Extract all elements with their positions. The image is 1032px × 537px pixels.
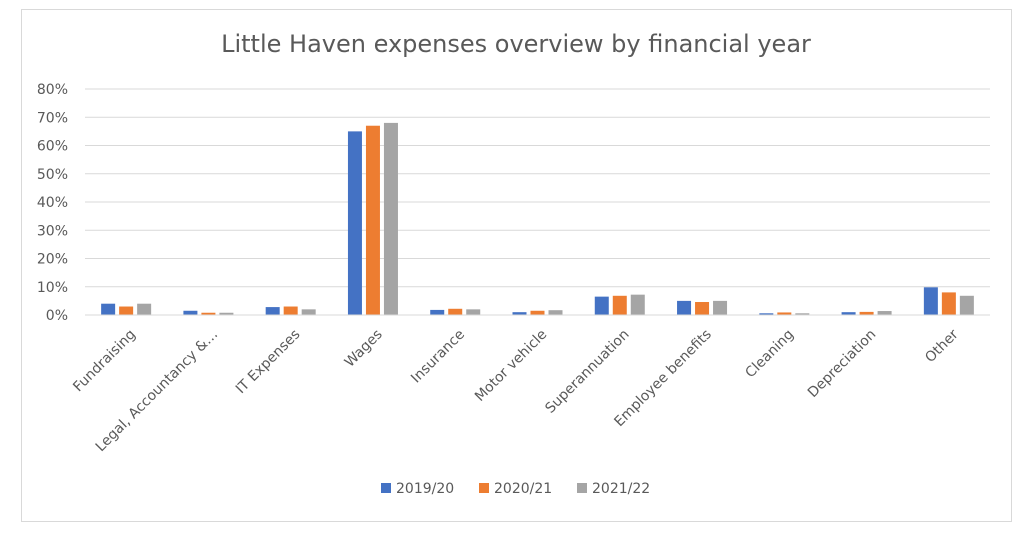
bar-2020/21-Other [941, 292, 956, 315]
legend-label: 2020/21 [494, 481, 552, 497]
y-tick-label: 60% [37, 139, 68, 155]
bar-2020/21-IT Expenses [283, 306, 298, 315]
bar-2021/22-Legal, Accountancy &… [219, 312, 234, 315]
bar-2019/20-Insurance [430, 309, 445, 315]
legend-swatch-2021/22 [577, 483, 587, 493]
bar-2020/21-Cleaning [777, 312, 792, 315]
y-tick-label: 70% [37, 110, 68, 126]
x-tick-label: Fundraising [70, 327, 139, 396]
bar-2021/22-Fundraising [137, 303, 152, 315]
bar-2019/20-Legal, Accountancy &… [183, 310, 198, 315]
bar-2020/21-Insurance [448, 308, 463, 315]
bar-2019/20-IT Expenses [265, 307, 280, 315]
bar-2020/21-Motor vehicle [530, 310, 545, 315]
legend-swatch-2020/21 [479, 483, 489, 493]
x-tick-label: Wages [342, 327, 386, 371]
bar-2021/22-Employee benefits [713, 300, 728, 315]
y-tick-label: 80% [37, 82, 68, 98]
y-tick-label: 20% [37, 252, 68, 268]
x-tick-label: Depreciation [805, 327, 879, 401]
x-tick-label: Insurance [408, 327, 468, 387]
bar-2020/21-Superannuation [612, 295, 627, 315]
bar-2021/22-Superannuation [630, 294, 645, 315]
x-tick-label: IT Expenses [233, 327, 304, 398]
bar-2019/20-Wages [347, 131, 362, 315]
bar-2020/21-Legal, Accountancy &… [201, 312, 216, 315]
chart-frame [21, 9, 1012, 522]
y-axis: 0% 10% 20% 30% 40% 50% 60% 70% 80% [37, 82, 68, 324]
bar-2021/22-Wages [383, 122, 398, 316]
y-tick-label: 50% [37, 167, 68, 183]
legend-label: 2019/20 [396, 481, 454, 497]
legend-label: 2021/22 [592, 481, 650, 497]
y-tick-label: 10% [37, 280, 68, 296]
bar-2019/20-Other [923, 287, 938, 315]
bar-2021/22-Motor vehicle [548, 310, 563, 315]
y-tick-label: 40% [37, 195, 68, 211]
bar-2020/21-Depreciation [859, 311, 874, 315]
y-tick-label: 0% [46, 308, 68, 324]
bar-2020/21-Wages [365, 125, 380, 315]
bar-2020/21-Fundraising [119, 306, 134, 315]
bar-2021/22-Other [959, 295, 974, 315]
x-tick-label: Cleaning [742, 327, 797, 382]
x-tick-label: Motor vehicle [472, 327, 550, 405]
legend: 2019/20 2020/21 2021/22 [381, 481, 650, 497]
bar-2020/21-Employee benefits [695, 302, 710, 315]
bar-2019/20-Depreciation [841, 312, 856, 315]
bar-2019/20-Motor vehicle [512, 312, 527, 315]
bar-2021/22-Depreciation [877, 311, 892, 315]
gridlines [85, 88, 990, 316]
bar-2021/22-Insurance [466, 309, 481, 315]
bar-2021/22-Cleaning [795, 313, 810, 315]
bars [101, 122, 974, 316]
chart-title: Little Haven expenses overview by financ… [221, 30, 811, 58]
bar-2019/20-Fundraising [101, 303, 116, 315]
bar-2019/20-Superannuation [594, 296, 609, 315]
x-tick-label: Other [922, 326, 962, 366]
x-tick-label: Superannuation [542, 327, 632, 417]
bar-2019/20-Cleaning [759, 313, 774, 315]
bar-2021/22-IT Expenses [301, 309, 316, 315]
legend-swatch-2019/20 [381, 483, 391, 493]
y-tick-label: 30% [37, 223, 68, 239]
bar-2019/20-Employee benefits [677, 300, 692, 315]
